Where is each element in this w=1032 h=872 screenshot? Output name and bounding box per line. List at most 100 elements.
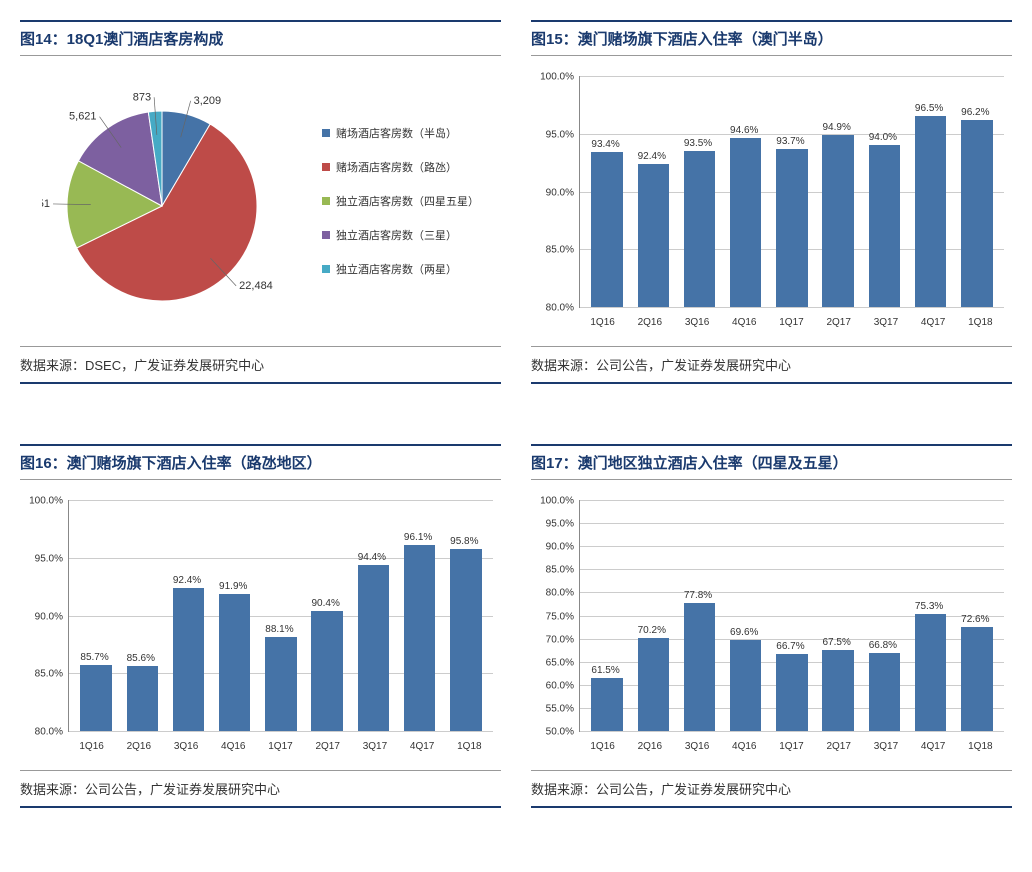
x-tick-label: 4Q17 [910,317,957,328]
bar-column: 77.8% [676,500,722,731]
y-tick-label: 85.0% [35,669,69,680]
bar-rect: 85.6% [127,666,158,731]
y-tick-label: 75.0% [546,611,580,622]
pie-legend: 赌场酒店客房数（半岛） 赌场酒店客房数（路氹） 独立酒店客房数（四星五星） 独立酒店客… [322,125,479,277]
bar-column: 93.7% [769,76,815,307]
pie-data-label: 5,751 [42,198,50,210]
bars-container: 85.7%85.6%92.4%91.9%88.1%90.4%94.4%96.1%… [69,500,493,731]
bar-value-label: 93.5% [684,138,712,149]
pie-svg: 3,20922,4845,7515,621873 [42,71,302,331]
bar-column: 66.8% [861,500,907,731]
legend-label: 独立酒店客房数（四星五星） [336,193,479,209]
bar-rect: 67.5% [822,650,853,731]
legend-swatch [322,231,330,239]
legend-swatch [322,163,330,171]
bar-value-label: 95.8% [450,536,478,547]
x-tick-label: 2Q17 [815,317,862,328]
x-tick-label: 2Q16 [626,317,673,328]
bar-value-label: 77.8% [684,590,712,601]
y-tick-label: 100.0% [540,496,580,507]
bar-value-label: 85.7% [80,652,108,663]
x-tick-label: 1Q17 [257,741,304,752]
y-tick-label: 60.0% [546,680,580,691]
bar-value-label: 72.6% [961,614,989,625]
bar-value-label: 91.9% [219,581,247,592]
y-tick-label: 50.0% [546,727,580,738]
legend-item: 赌场酒店客房数（路氹） [322,159,479,175]
bar-value-label: 92.4% [173,575,201,586]
y-tick-label: 90.0% [546,542,580,553]
bar-value-label: 96.2% [961,107,989,118]
bars-container: 93.4%92.4%93.5%94.6%93.7%94.9%94.0%96.5%… [580,76,1004,307]
bar-value-label: 75.3% [915,601,943,612]
bar-column: 91.9% [212,500,258,731]
x-tick-label: 4Q16 [721,741,768,752]
bar-rect: 69.6% [730,640,761,731]
x-tick-label: 1Q16 [579,317,626,328]
y-tick-label: 90.0% [35,611,69,622]
bar-column: 75.3% [908,500,954,731]
legend-item: 独立酒店客房数（四星五星） [322,193,479,209]
gridline: 80.0% [580,307,1004,308]
x-tick-label: 1Q16 [579,741,626,752]
x-tick-label: 2Q17 [815,741,862,752]
bar-rect: 96.5% [915,116,946,307]
y-tick-label: 95.0% [546,129,580,140]
bar-rect: 90.4% [311,611,342,731]
bar-column: 67.5% [815,500,861,731]
bar-rect: 92.4% [638,164,669,307]
bar-rect: 88.1% [265,637,296,731]
y-tick-label: 100.0% [29,496,69,507]
bar-rect: 94.0% [869,145,900,307]
bar-value-label: 67.5% [822,637,850,648]
y-tick-label: 80.0% [546,303,580,314]
bar-column: 96.5% [908,76,954,307]
bar-value-label: 96.1% [404,532,432,543]
bar-column: 96.2% [954,76,1000,307]
x-tick-label: 1Q16 [68,741,115,752]
y-tick-label: 85.0% [546,565,580,576]
panel-title: 图14：18Q1澳门酒店客房构成 [20,20,501,56]
x-axis-labels: 1Q162Q163Q164Q161Q172Q173Q174Q171Q18 [579,317,1004,328]
gridline: 80.0% [69,731,493,732]
legend-swatch [322,197,330,205]
x-tick-label: 1Q18 [957,317,1004,328]
bar-column: 93.4% [584,76,630,307]
panel-title: 图17：澳门地区独立酒店入住率（四星及五星） [531,444,1012,480]
x-tick-label: 2Q16 [115,741,162,752]
plot-area: 80.0%85.0%90.0%95.0%100.0%85.7%85.6%92.4… [68,500,493,732]
bar-value-label: 69.6% [730,627,758,638]
x-tick-label: 3Q17 [862,741,909,752]
bar-value-label: 88.1% [265,624,293,635]
bar-value-label: 94.9% [822,122,850,133]
x-tick-label: 4Q17 [399,741,446,752]
x-tick-label: 4Q16 [721,317,768,328]
bar-rect: 94.9% [822,135,853,307]
bar-rect: 77.8% [684,603,715,731]
legend-label: 赌场酒店客房数（半岛） [336,125,457,141]
pie-data-label: 5,621 [69,111,97,123]
x-tick-label: 4Q16 [210,741,257,752]
bar-column: 85.7% [73,500,119,731]
y-tick-label: 55.0% [546,703,580,714]
legend-label: 独立酒店客房数（两星） [336,261,457,277]
bar-rect: 93.4% [591,152,622,307]
bar-rect: 75.3% [915,614,946,731]
x-tick-label: 3Q16 [162,741,209,752]
bars-container: 61.5%70.2%77.8%69.6%66.7%67.5%66.8%75.3%… [580,500,1004,731]
bar-value-label: 90.4% [311,598,339,609]
bar-column: 72.6% [954,500,1000,731]
chart-grid: 图14：18Q1澳门酒店客房构成 3,20922,4845,7515,62187… [20,20,1012,808]
bar-chart: 80.0%85.0%90.0%95.0%100.0%93.4%92.4%93.5… [531,66,1012,336]
x-tick-label: 1Q18 [446,741,493,752]
bar-value-label: 85.6% [127,653,155,664]
bar-column: 95.8% [443,500,489,731]
bar-column: 85.6% [119,500,165,731]
gridline: 50.0% [580,731,1004,732]
pie-data-label: 873 [133,91,151,103]
pie-data-label: 3,209 [194,95,222,107]
x-tick-label: 1Q18 [957,741,1004,752]
bar-rect: 66.8% [869,653,900,731]
bar-value-label: 93.7% [776,136,804,147]
bar-value-label: 66.8% [869,640,897,651]
